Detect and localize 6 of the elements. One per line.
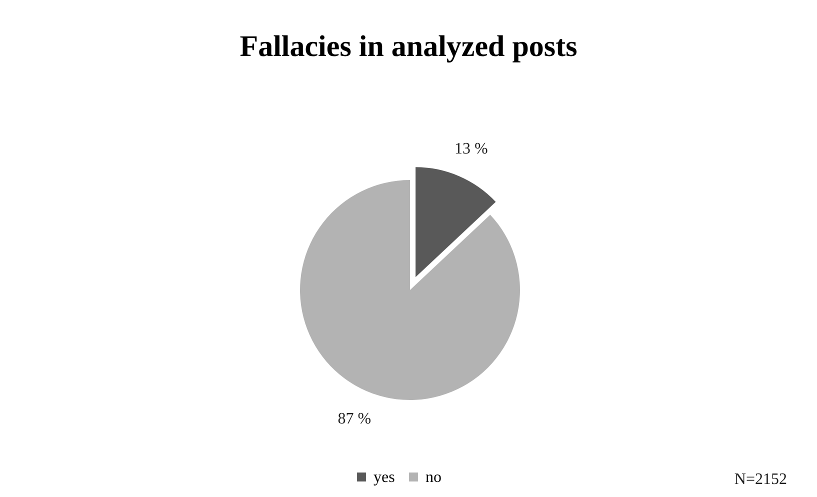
legend-label: no [426,469,442,486]
data-label: 13 % [454,140,488,158]
chart-title: Fallacies in analyzed posts [240,30,578,63]
text: N=2152 [734,471,787,488]
data-label: 87 % [338,410,372,428]
legend-label: yes [374,469,395,486]
